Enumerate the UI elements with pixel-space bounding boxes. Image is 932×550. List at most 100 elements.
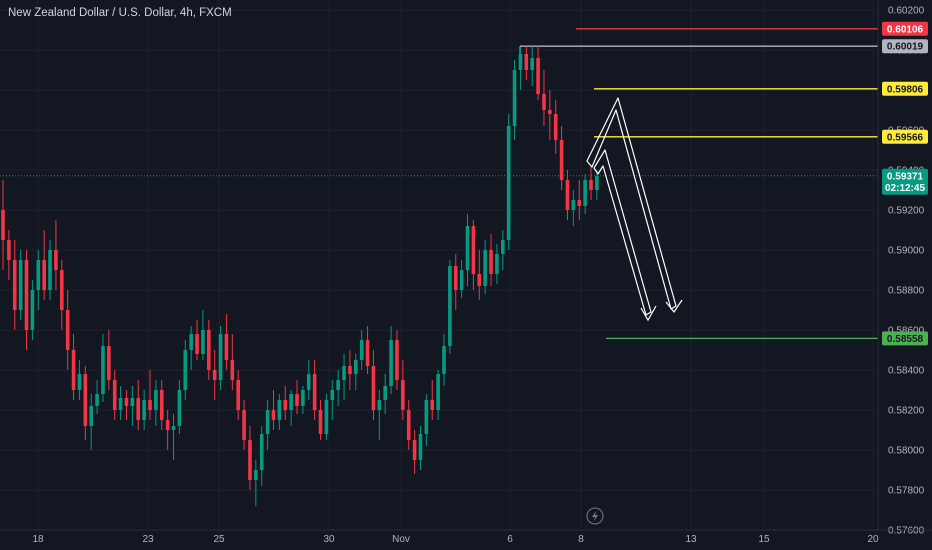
grey-level-tag: [882, 39, 928, 54]
candle-body: [259, 434, 264, 470]
candle-body: [236, 380, 240, 410]
time-axis[interactable]: 18 23 25 30 Nov 6 8 13 15 20: [0, 529, 932, 545]
candle: [501, 230, 505, 270]
candle: [242, 400, 246, 450]
candle-body: [318, 410, 323, 434]
candle: [71, 334, 76, 400]
candle: [101, 334, 105, 402]
horizontal-levels[interactable]: [0, 28, 878, 340]
candle: [436, 370, 440, 420]
candle-body: [107, 346, 111, 380]
red-level-tag-label: 0.60106: [887, 24, 924, 35]
price-tick-label: 0.60200: [888, 6, 925, 17]
candle-body: [377, 400, 382, 410]
candle-body: [589, 180, 593, 190]
candle-body: [412, 440, 417, 460]
candle: [318, 400, 323, 440]
candle-body: [418, 434, 423, 460]
time-tick-label: Nov: [392, 534, 410, 545]
candle: [395, 330, 399, 390]
time-tick-label: 30: [323, 534, 335, 545]
candle-body: [583, 180, 587, 206]
candle: [289, 390, 293, 426]
candle-body: [12, 260, 17, 310]
candle-body: [506, 126, 511, 240]
time-tick-label: 20: [867, 534, 879, 545]
candle: [118, 386, 123, 420]
candlestick-series: [1, 46, 599, 506]
candle: [512, 60, 517, 140]
candle-body: [518, 54, 523, 70]
green-level-tag: [882, 331, 928, 346]
candle-body: [171, 426, 176, 430]
price-tick-label: 0.59200: [888, 206, 925, 217]
candle: [559, 126, 564, 190]
candle-body: [324, 400, 329, 434]
projection-arrows[interactable]: [586, 97, 683, 322]
candle-body: [524, 54, 529, 70]
candle-body: [65, 310, 70, 350]
candle: [77, 360, 82, 400]
candle-body: [130, 398, 135, 406]
candle: [424, 394, 429, 446]
candle: [218, 326, 223, 390]
candle: [42, 230, 46, 300]
candle: [306, 360, 311, 400]
candle: [583, 174, 587, 214]
candle: [595, 170, 599, 200]
candle-body: [177, 390, 182, 426]
candle: [248, 426, 252, 490]
candle: [495, 244, 499, 284]
candle: [12, 240, 17, 330]
candle-body: [436, 374, 440, 410]
candle-body: [36, 260, 41, 290]
candle-body: [577, 200, 582, 206]
candle-body: [89, 406, 93, 426]
candle-body: [254, 470, 258, 480]
candle-body: [342, 366, 346, 380]
candle: [477, 250, 482, 300]
candle-body: [77, 374, 82, 390]
candle: [301, 386, 305, 414]
candle: [589, 166, 593, 200]
candle: [136, 380, 141, 430]
candle: [89, 394, 93, 450]
candle: [148, 370, 152, 420]
price-tick-label: 0.58200: [888, 406, 925, 417]
candle-body: [453, 266, 458, 290]
time-tick-label: 23: [142, 534, 154, 545]
price-axis[interactable]: 0.602000.600000.598000.596000.594000.592…: [877, 0, 925, 537]
candle-body: [406, 410, 411, 440]
candle: [107, 330, 111, 390]
candle: [295, 380, 299, 414]
candle-body: [271, 410, 276, 420]
candle: [577, 180, 582, 220]
projection-arrow-lower[interactable]: [593, 149, 652, 316]
chart-grid: [0, 0, 878, 531]
candle-body: [148, 400, 152, 410]
candle: [83, 366, 88, 440]
candle: [265, 400, 270, 450]
candle-body: [471, 226, 476, 274]
candle: [189, 326, 193, 370]
candle: [506, 114, 511, 250]
candle: [383, 374, 387, 414]
candle-body: [383, 386, 387, 400]
candle: [177, 380, 182, 434]
candle-body: [24, 260, 29, 330]
candle-body: [54, 250, 58, 270]
candle-body: [195, 334, 199, 354]
time-tick-label: 13: [685, 534, 697, 545]
candle-body: [7, 240, 11, 260]
lightning-icon[interactable]: [586, 507, 604, 525]
price-tick-label: 0.57800: [888, 486, 925, 497]
candle-body: [154, 390, 158, 410]
candle-body: [548, 110, 552, 114]
candle: [60, 260, 64, 330]
candle: [365, 326, 370, 374]
candle-body: [389, 340, 393, 386]
candle-body: [248, 440, 252, 480]
candle: [565, 170, 570, 220]
candle-body: [218, 334, 223, 380]
